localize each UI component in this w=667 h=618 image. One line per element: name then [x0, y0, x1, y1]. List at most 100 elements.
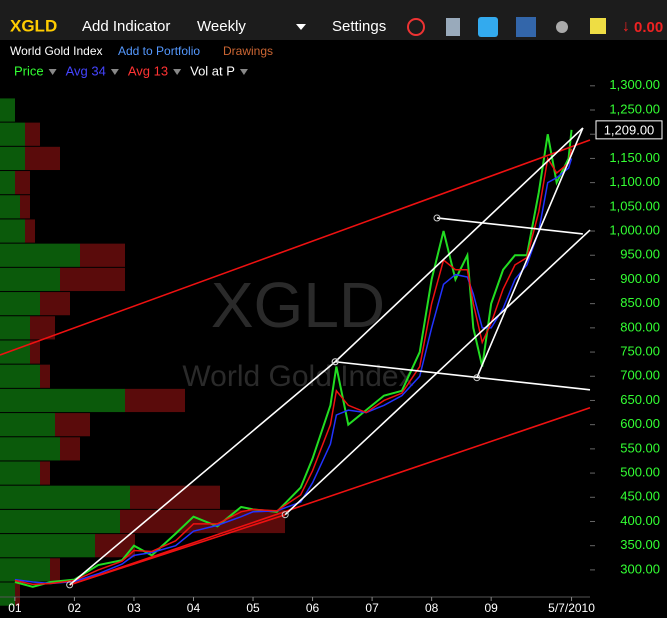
volume-down [60, 267, 125, 292]
y-tick-label: 1,300.00 [609, 77, 660, 92]
volume-up [0, 122, 25, 146]
series-line [14, 129, 573, 588]
y-tick-label: 300.00 [620, 561, 660, 576]
volume-up [0, 388, 125, 413]
volume-up [0, 582, 15, 606]
watermark-subtitle: World Gold Index [182, 360, 413, 393]
y-tick-label: 500.00 [620, 465, 660, 480]
volume-down [80, 243, 125, 267]
volume-down [40, 292, 70, 316]
series-line [14, 148, 573, 586]
volume-up [0, 267, 60, 292]
y-tick-label: 450.00 [620, 489, 660, 504]
y-tick-label: 550.00 [620, 440, 660, 455]
volume-up [0, 243, 80, 267]
volume-up [0, 485, 130, 509]
y-tick-label: 350.00 [620, 537, 660, 552]
trend-anchor [331, 358, 339, 366]
trend-anchor [473, 374, 481, 382]
watermark-title: XGLD [211, 269, 385, 341]
y-tick-label: 1,100.00 [609, 174, 660, 189]
y-tick-label: 850.00 [620, 295, 660, 310]
volume-up [0, 292, 40, 316]
indicator[interactable]: Avg 34 [66, 63, 106, 78]
trend-anchor [433, 214, 441, 222]
indicator[interactable]: Avg 13 [128, 63, 168, 78]
trendline [334, 127, 584, 363]
x-tick-label: 04 [187, 601, 201, 615]
y-tick-label: 750.00 [620, 343, 660, 358]
interval[interactable]: Weekly [197, 18, 246, 35]
volume-up [0, 316, 30, 340]
volume-down [25, 146, 60, 171]
x-tick-label: 06 [306, 601, 320, 615]
x-tick-label: 02 [68, 601, 82, 615]
trendline [0, 139, 591, 356]
volume-down [50, 558, 60, 582]
index-name: World Gold Index [10, 44, 103, 58]
view-icon[interactable] [556, 21, 568, 33]
volume-up [0, 509, 120, 534]
y-tick-label: 800.00 [620, 319, 660, 334]
series-line [14, 158, 573, 585]
last-value-box [595, 120, 663, 140]
trendline [335, 360, 591, 391]
x-tick-label: 5/7/2010 [548, 601, 595, 615]
x-tick-label: 09 [484, 601, 498, 615]
x-tick-label: 08 [425, 601, 439, 615]
twitter-icon[interactable] [478, 17, 498, 37]
dropdown-arrow[interactable] [296, 24, 306, 30]
y-tick-label: 1,000.00 [609, 222, 660, 237]
indicator[interactable]: Price [14, 63, 44, 78]
trend-anchor [66, 581, 74, 589]
volume-down [95, 534, 135, 558]
volume-down [55, 413, 90, 437]
add-indicator[interactable]: Add Indicator [82, 18, 170, 35]
down-arrow: ↓ [622, 18, 630, 35]
y-tick-label: 900.00 [620, 271, 660, 286]
settings[interactable]: Settings [332, 18, 386, 35]
trendline [69, 361, 336, 586]
volume-down [40, 461, 50, 485]
trendline [436, 217, 583, 235]
dropdown-arrow [48, 69, 57, 75]
y-tick-label: 950.00 [620, 247, 660, 262]
trendline [69, 513, 286, 586]
volume-up [0, 437, 60, 461]
symbol[interactable]: XGLD [10, 16, 57, 35]
db-icon[interactable] [446, 18, 460, 36]
volume-up [0, 364, 40, 388]
indicator[interactable]: Vol at P [190, 63, 235, 78]
volume-up [0, 534, 95, 558]
volume-up [0, 461, 40, 485]
alarm-icon[interactable] [407, 18, 425, 36]
y-tick-label: 700.00 [620, 368, 660, 383]
note-icon[interactable] [590, 18, 606, 34]
volume-down [30, 340, 40, 364]
x-tick-label: 05 [246, 601, 260, 615]
volume-down [25, 122, 40, 146]
x-tick-label: 07 [365, 601, 379, 615]
volume-up [0, 171, 15, 195]
y-tick-label: 400.00 [620, 513, 660, 528]
add-portfolio[interactable]: Add to Portfolio [118, 44, 200, 58]
facebook-icon[interactable] [516, 17, 536, 37]
volume-down [60, 437, 80, 461]
last-value-label: 1,209.00 [604, 122, 655, 137]
dropdown-arrow [110, 69, 119, 75]
volume-up [0, 219, 25, 243]
y-tick-label: 1,050.00 [609, 198, 660, 213]
trendline [69, 406, 591, 586]
volume-up [0, 98, 15, 122]
trendline [476, 127, 584, 379]
volume-down [125, 388, 185, 413]
drawings[interactable]: Drawings [223, 44, 273, 58]
volume-up [0, 558, 50, 582]
x-tick-label: 01 [8, 601, 22, 615]
volume-down [15, 171, 30, 195]
change: 0.00 [634, 19, 663, 36]
volume-down [25, 219, 35, 243]
volume-up [0, 340, 30, 364]
volume-up [0, 146, 25, 171]
